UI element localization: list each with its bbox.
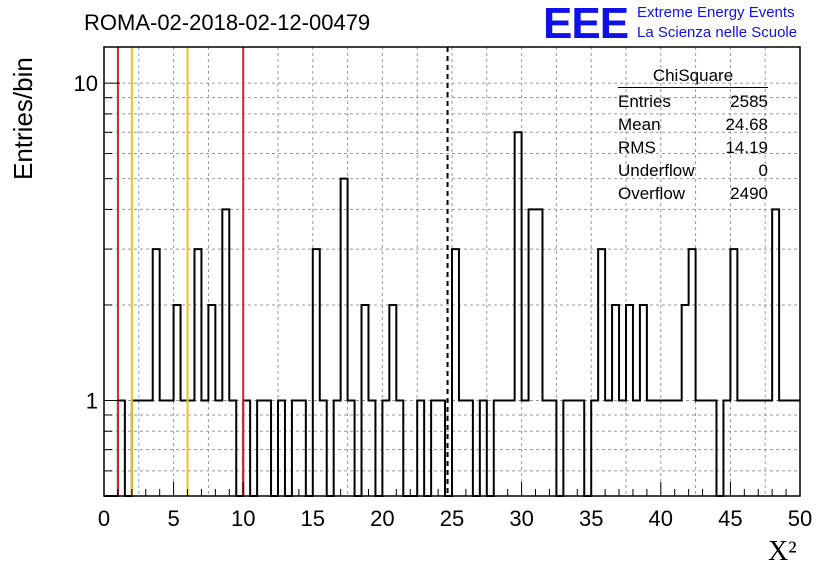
y-axis-label: Entries/bin [8,57,38,180]
brand-line-1: Extreme Energy Events [637,4,795,21]
stats-box: ChiSquare Entries 2585 Mean 24.68 RMS 14.19… [610,66,776,205]
stats-label: Overflow [618,184,686,203]
x-tick-label: 0 [98,506,110,531]
brand-line-2: La Scienza nelle Scuole [637,24,798,41]
x-tick-label: 35 [579,506,603,531]
stats-label: Underflow [618,161,695,180]
x-tick-label: 50 [788,506,812,531]
stats-value: 2585 [730,92,768,111]
stats-value: 2490 [730,184,768,203]
x-tick-label: 20 [370,506,394,531]
stats-value: 0 [758,161,768,180]
x-tick-label: 40 [649,506,673,531]
eee-logo: EEE [543,0,629,48]
stats-label: Entries [618,92,671,111]
stats-row-underflow: Underflow 0 [610,159,776,182]
stats-row-entries: Entries 2585 [610,90,776,113]
stats-title: ChiSquare [618,66,768,88]
x-tick-label: 25 [440,506,464,531]
x-tick-label: 45 [718,506,742,531]
x-axis-label: X² [768,536,797,567]
stats-row-rms: RMS 14.19 [610,136,776,159]
stats-row-mean: Mean 24.68 [610,113,776,136]
x-tick-label: 30 [509,506,533,531]
chart-title: ROMA-02-2018-02-12-00479 [84,10,371,35]
y-tick-label: 1 [86,388,98,413]
x-tick-label: 5 [167,506,179,531]
stats-value: 24.68 [725,115,768,134]
histogram-outline [104,131,800,497]
stats-label: Mean [618,115,661,134]
x-tick-label: 15 [301,506,325,531]
stats-row-overflow: Overflow 2490 [610,182,776,205]
stats-label: RMS [618,138,656,157]
y-tick-label: 10 [74,71,98,96]
stats-value: 14.19 [725,138,768,157]
x-tick-label: 10 [231,506,255,531]
